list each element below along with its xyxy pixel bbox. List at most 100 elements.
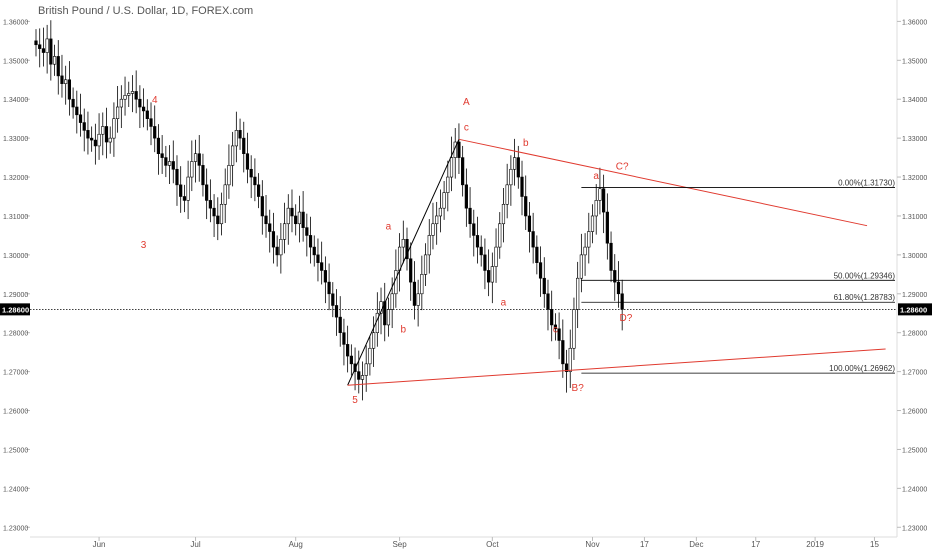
x-tick-label: 17 (751, 540, 760, 549)
fib-level-label: 61.80%(1.28783) (834, 293, 896, 302)
candle-body (360, 375, 365, 380)
wave-label: a (501, 297, 507, 308)
candle-body (375, 312, 379, 334)
y-tick-label-right: 1.27000 (902, 370, 927, 377)
candle-body (34, 40, 38, 46)
x-tick-label: Dec (689, 540, 703, 549)
candle-body (260, 196, 264, 217)
candle-body (416, 293, 420, 306)
candle-body (282, 223, 287, 240)
candle-body (431, 223, 435, 236)
candle-body (531, 231, 535, 248)
x-tick-label: Sep (392, 540, 407, 549)
current-price-box-left (0, 303, 30, 316)
candle-body (368, 347, 372, 365)
candle-body (334, 305, 339, 318)
lower-triangle-line (347, 348, 886, 386)
candle-body (538, 262, 543, 279)
candle-body (119, 98, 123, 108)
candle-body (227, 165, 231, 186)
y-tick-label-left: 1.30000 (3, 253, 28, 260)
y-tick-label-right: 1.34000 (902, 97, 927, 104)
candle-body (542, 277, 546, 295)
candle-body (197, 153, 201, 166)
wave-label: B? (572, 383, 585, 394)
candle-body (268, 223, 272, 232)
candle-body (553, 324, 557, 330)
candle-body (338, 316, 342, 334)
candle-body (242, 137, 246, 155)
candle-body (512, 157, 517, 170)
candle-body (590, 215, 595, 232)
wave-label: 3 (141, 240, 147, 251)
candle-body (149, 118, 153, 127)
candle-body (208, 200, 212, 209)
y-tick-label-right: 1.36000 (902, 19, 927, 26)
y-tick-label-left: 1.28000 (3, 331, 28, 338)
candle-body (576, 277, 580, 310)
candle-body (52, 56, 57, 65)
chart-title: British Pound / U.S. Dollar, 1D, FOREX.c… (38, 5, 254, 17)
candle-body (141, 106, 146, 112)
candle-body (583, 246, 587, 256)
candle-body (305, 227, 309, 236)
candle-body (245, 153, 250, 170)
candle-body (160, 153, 164, 158)
candle-body (212, 207, 216, 217)
y-tick-label-left: 1.36000 (3, 19, 28, 26)
candle-body (386, 309, 391, 326)
candle-body (509, 168, 513, 186)
candle-body (56, 56, 60, 77)
candle-body (527, 215, 532, 232)
candle-body (620, 293, 624, 310)
candle-body (323, 270, 327, 283)
candle-body (405, 239, 409, 260)
y-tick-label-left: 1.34000 (3, 97, 28, 104)
candle-body (104, 126, 109, 143)
candle-body (446, 176, 450, 193)
candle-body (297, 211, 302, 225)
candle-body (116, 106, 120, 119)
candle-body (41, 48, 46, 53)
candle-body (231, 145, 235, 166)
candle-body (86, 130, 90, 139)
wave-label: D? (619, 313, 632, 324)
candle-body (238, 130, 242, 139)
candle-body (331, 293, 335, 306)
x-tick-label: Oct (486, 540, 499, 549)
candle-body (594, 200, 598, 217)
fib-level-label: 100.00%(1.26962) (829, 364, 895, 373)
wave-label: a (386, 222, 392, 233)
candle-body (234, 130, 238, 147)
candle-body (101, 126, 105, 135)
candle-body (156, 137, 161, 155)
candle-body (145, 110, 149, 119)
candle-body (342, 332, 346, 345)
x-tick-label: 2019 (806, 540, 824, 549)
candle-body (579, 254, 583, 279)
y-tick-label-left: 1.26000 (3, 409, 28, 416)
candle-body (271, 231, 276, 248)
current-price-box-right (898, 303, 932, 316)
wave-label: 5 (352, 395, 358, 406)
x-tick-label: 17 (640, 540, 649, 549)
y-tick-label-right: 1.35000 (902, 58, 927, 65)
candle-body (82, 122, 86, 131)
candle-body (587, 231, 591, 248)
y-tick-label-left: 1.31000 (3, 214, 28, 221)
wave-label: C? (616, 161, 629, 172)
candle-body (193, 153, 198, 162)
y-tick-label-right: 1.24000 (902, 486, 927, 493)
y-tick-label-left: 1.25000 (3, 447, 28, 454)
wave-label: b (401, 325, 407, 336)
candle-body (216, 215, 220, 225)
candle-body (179, 184, 183, 197)
candle-body (171, 161, 175, 170)
y-tick-label-right: 1.33000 (902, 136, 927, 143)
candle-body (616, 281, 621, 295)
y-tick-label-left: 1.27000 (3, 370, 28, 377)
candle-body (535, 246, 539, 263)
candle-body (516, 157, 520, 178)
x-tick-label: Aug (289, 540, 303, 549)
